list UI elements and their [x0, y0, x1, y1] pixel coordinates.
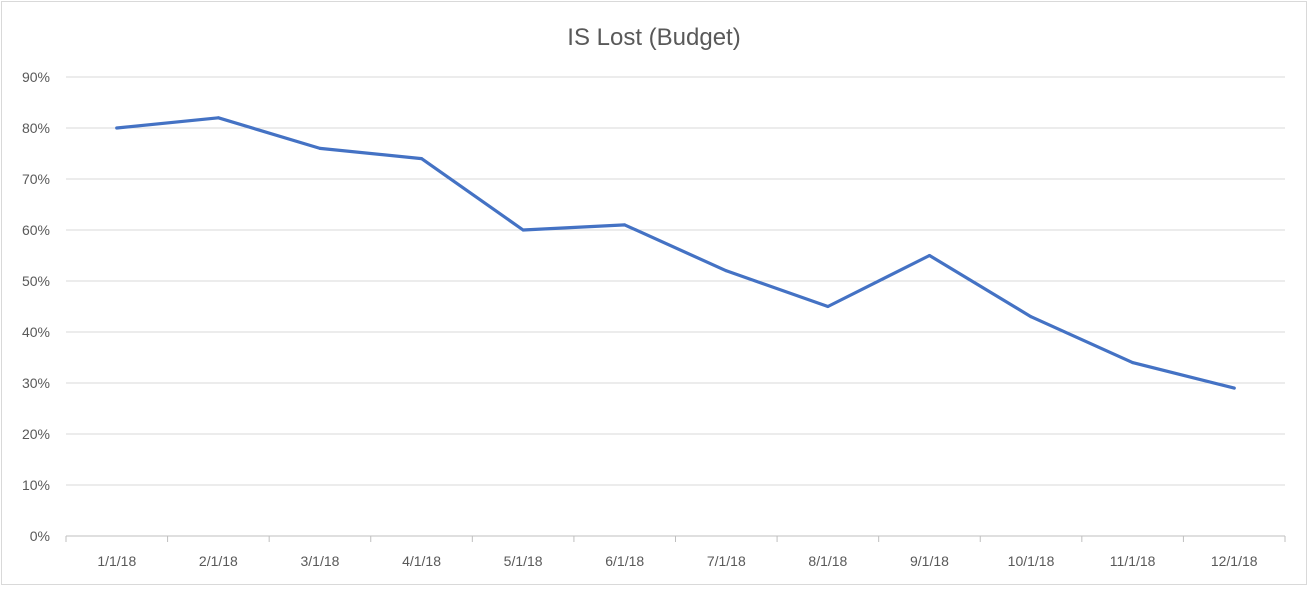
x-tick-label: 5/1/18 — [504, 553, 543, 569]
data-point — [1131, 361, 1135, 365]
x-tick-label: 4/1/18 — [402, 553, 441, 569]
data-point — [1232, 386, 1236, 390]
y-tick-label: 60% — [22, 222, 50, 238]
y-tick-label: 30% — [22, 375, 50, 391]
x-tick-label: 10/1/18 — [1008, 553, 1055, 569]
y-tick-label: 80% — [22, 120, 50, 136]
y-tick-label: 70% — [22, 171, 50, 187]
data-point — [115, 126, 119, 130]
y-tick-label: 0% — [30, 528, 50, 544]
data-point — [826, 305, 830, 308]
y-tick-label: 20% — [22, 426, 50, 442]
x-tick-label: 9/1/18 — [910, 553, 949, 569]
data-point — [927, 254, 931, 257]
y-axis-ticks: 0% 10% 20% 30% 40% 50% 60% 70% 80% 90% — [22, 69, 50, 544]
y-tick-label: 50% — [22, 273, 50, 289]
series-line — [115, 116, 1236, 390]
x-tick-label: 7/1/18 — [707, 553, 746, 569]
x-tick-label: 1/1/18 — [97, 553, 136, 569]
x-tick-label: 2/1/18 — [199, 553, 238, 569]
data-point — [318, 146, 322, 150]
y-tick-label: 10% — [22, 477, 50, 493]
x-tick-label: 6/1/18 — [605, 553, 644, 569]
data-point — [521, 228, 525, 232]
y-tick-label: 90% — [22, 69, 50, 85]
y-tick-label: 40% — [22, 324, 50, 340]
x-tick-label: 8/1/18 — [808, 553, 847, 569]
data-point — [420, 157, 424, 161]
chart-title: IS Lost (Budget) — [567, 24, 740, 51]
x-tick-label: 3/1/18 — [300, 553, 339, 569]
gridlines — [66, 76, 1285, 537]
data-point — [623, 223, 627, 227]
x-tick-label: 12/1/18 — [1211, 553, 1258, 569]
data-point — [216, 116, 220, 120]
data-point — [1029, 315, 1033, 319]
x-tick-label: 11/1/18 — [1110, 553, 1156, 569]
series-layer — [115, 116, 1236, 390]
x-axis-ticks: 1/1/18 2/1/18 3/1/18 4/1/18 5/1/18 6/1/18 7/1/… — [65, 536, 1286, 569]
data-point — [724, 269, 728, 273]
